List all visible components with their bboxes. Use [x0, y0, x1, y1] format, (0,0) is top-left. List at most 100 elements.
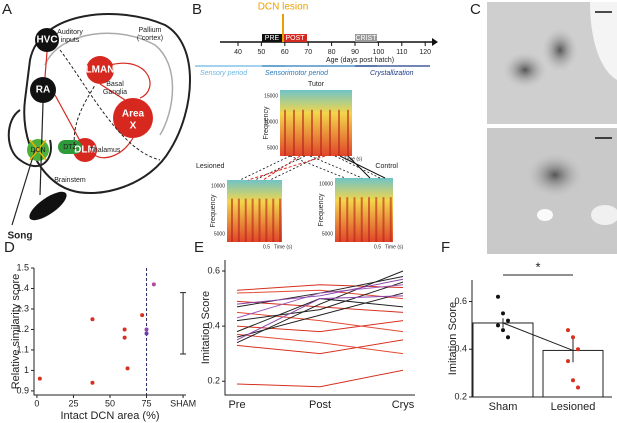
y-tick-label: 0.9: [16, 385, 29, 395]
phase-label: CRIST: [356, 35, 378, 42]
spectrogram-title: Lesioned: [196, 163, 225, 170]
spectrogram-stripe: [338, 109, 340, 156]
axis-label: Frequency: [318, 193, 325, 227]
error-bar: [180, 292, 187, 355]
brain-label: ("cortex): [137, 35, 163, 42]
point: [37, 376, 42, 381]
point: [506, 335, 510, 340]
spectrogram-stripe: [382, 197, 385, 242]
spectrogram-stripe: [339, 197, 341, 242]
spectrogram-stripe: [347, 109, 349, 156]
series-line: [236, 311, 404, 333]
phase-label: PRE: [265, 35, 280, 42]
x-tick-label: 25: [68, 398, 78, 408]
age-label: 110: [396, 49, 407, 56]
point: [576, 385, 580, 390]
axis-label: Frequency: [210, 194, 217, 228]
point: [501, 328, 505, 333]
y-axis-label: Imitation Score: [200, 291, 212, 364]
series-line: [236, 281, 404, 322]
spectrogram-title: Control: [375, 163, 398, 170]
age-label: 50: [258, 49, 266, 56]
x-tick-label: SHAM: [170, 398, 196, 408]
point: [122, 335, 127, 340]
period-label: Crystallization: [370, 70, 414, 77]
age-label: 80: [328, 49, 336, 56]
point: [506, 318, 510, 323]
x-tick-label: Crys: [392, 399, 415, 411]
bar: [472, 322, 534, 398]
spectrogram-stripe: [389, 197, 392, 242]
brain-label: Pallium: [139, 27, 162, 34]
phase-label: POST: [285, 35, 305, 42]
spectrogram-stripe: [293, 109, 295, 156]
brain-label: Area: [122, 109, 145, 120]
series-line: [236, 295, 404, 341]
y-tick-label: 1.1: [16, 344, 29, 354]
axis-label: Time (s): [344, 156, 362, 162]
series-line: [236, 339, 404, 355]
y-tick-label: 5000: [322, 231, 333, 237]
point: [90, 380, 95, 385]
spectrogram-stripe: [329, 109, 331, 156]
point: [496, 294, 500, 299]
spectrogram-stripe: [251, 198, 254, 242]
brain-label: RA: [36, 85, 50, 96]
series-line: [236, 300, 404, 313]
panel-label: A: [2, 1, 12, 18]
y-tick-label: 0.4: [454, 344, 467, 354]
y-axis-label: Relative similarity score: [10, 274, 22, 390]
y-tick-label: 1.4: [16, 283, 29, 293]
period-label: Sensorimotor period: [265, 70, 329, 77]
point: [125, 366, 130, 371]
age-label: 70: [304, 49, 312, 56]
axes: [33, 268, 186, 396]
brain-label: Auditory: [57, 29, 83, 36]
series-line: [236, 278, 404, 305]
panel-label: C: [470, 1, 481, 18]
age-label: 100: [373, 49, 385, 56]
x-tick-label: Lesioned: [551, 401, 596, 413]
x-tick-label: Pre: [228, 399, 245, 411]
spectrogram-stripe: [237, 198, 240, 242]
point: [576, 347, 580, 352]
point: [122, 327, 127, 332]
spectrogram-stripe: [346, 197, 349, 242]
axis-label: Time (s): [274, 244, 292, 250]
point: [566, 359, 570, 364]
panel-label: F: [441, 239, 450, 256]
brain-label: LMAN: [86, 65, 115, 76]
spectrogram-stripe: [279, 198, 282, 242]
axes: [224, 260, 415, 396]
brain-label: DLM: [74, 145, 96, 156]
histology-images: [487, 2, 617, 254]
y-tick-label: 0.2: [207, 376, 220, 386]
x-tick-label: 0: [34, 398, 39, 408]
brain-label: inputs: [61, 37, 80, 44]
spectrogram-stripe: [244, 198, 247, 242]
point: [571, 378, 575, 383]
period-label: Sensory period: [200, 70, 248, 77]
point: [571, 335, 575, 340]
y-tick-label: 5000: [267, 145, 278, 151]
panel-label: D: [4, 239, 15, 256]
spectrogram-stripe: [353, 197, 356, 242]
spectrogram-stripe: [360, 197, 363, 242]
series-line: [236, 284, 404, 291]
lesion-label: DCN lesion: [258, 2, 309, 13]
x-tick-label: 0.5: [374, 244, 381, 250]
y-tick-label: 0.4: [207, 320, 220, 330]
y-tick-label: 15000: [264, 93, 278, 99]
spectrogram-stripe: [311, 109, 313, 156]
point: [566, 328, 570, 333]
series-line: [236, 276, 404, 308]
panel-label: B: [192, 1, 202, 18]
y-axis-label: Imitation Score: [447, 302, 459, 375]
point: [501, 311, 505, 316]
y-tick-label: 0.2: [454, 391, 467, 401]
point: [151, 282, 156, 287]
spectrogram-stripe: [231, 198, 233, 242]
spectrogram-stripe: [265, 198, 268, 242]
series-line: [236, 284, 404, 319]
age-label: 90: [351, 49, 359, 56]
